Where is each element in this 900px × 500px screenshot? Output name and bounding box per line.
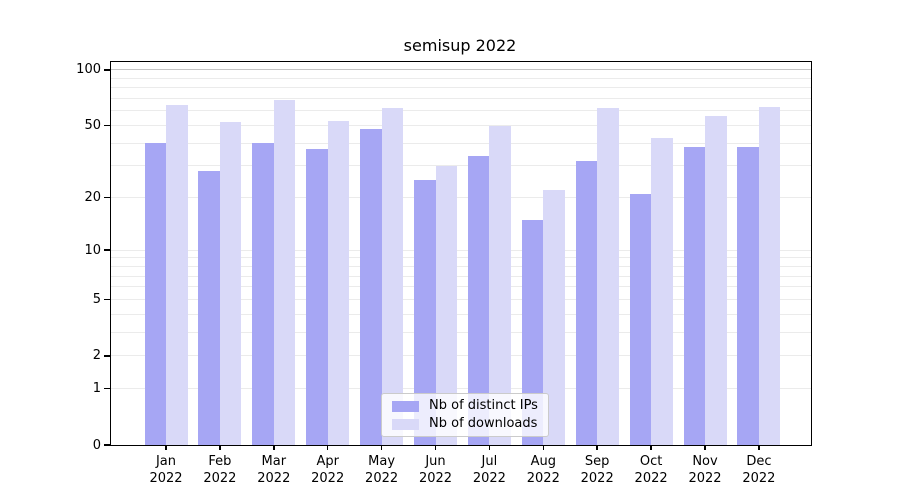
bar-downloads-sep xyxy=(597,108,619,445)
gridline-y-7 xyxy=(111,275,811,277)
bar-downloads-may xyxy=(381,108,404,445)
y-tick-label-5: 5 xyxy=(92,291,101,307)
bar-ips-dec xyxy=(737,147,759,445)
x-tick-label-dec: Dec 2022 xyxy=(742,454,776,486)
y-tick-20 xyxy=(104,196,110,199)
x-tick-label-jan: Jan 2022 xyxy=(149,454,183,486)
bar-ips-oct xyxy=(629,193,652,445)
bar-ips-nov xyxy=(683,147,705,445)
x-tick-apr xyxy=(326,445,329,450)
bar-ips-sep xyxy=(575,160,598,445)
gridline-y-1 xyxy=(111,388,811,390)
bar-downloads-oct xyxy=(651,137,673,445)
gridline-y-100 xyxy=(111,69,811,71)
x-tick-label-mar: Mar 2022 xyxy=(257,454,291,486)
y-tick-10 xyxy=(104,249,110,251)
bar-downloads-nov xyxy=(705,116,727,445)
x-tick-mar xyxy=(273,445,275,450)
gridline-y-90 xyxy=(111,77,811,79)
legend-label-distinct-ips: Nb of distinct IPs xyxy=(429,398,538,413)
legend-swatch-downloads xyxy=(392,418,419,430)
gridline-y-50 xyxy=(111,125,811,126)
legend-row-downloads: Nb of downloads xyxy=(392,417,548,431)
bar-ips-jan xyxy=(144,143,166,445)
x-tick-aug xyxy=(542,445,545,450)
x-tick-label-oct: Oct 2022 xyxy=(634,454,668,486)
x-tick-jun xyxy=(434,445,437,450)
x-tick-label-jul: Jul 2022 xyxy=(472,454,506,486)
x-tick-feb xyxy=(219,445,221,450)
y-tick-label-0: 0 xyxy=(92,437,101,453)
bar-downloads-aug xyxy=(543,190,565,445)
gridline-y-60 xyxy=(111,110,811,112)
x-tick-jan xyxy=(165,445,167,450)
gridline-y-80 xyxy=(111,87,811,89)
bar-ips-mar xyxy=(252,143,274,445)
x-tick-label-may: May 2022 xyxy=(365,454,399,486)
gridline-y-5 xyxy=(111,298,811,300)
x-tick-label-aug: Aug 2022 xyxy=(526,454,560,486)
x-tick-oct xyxy=(650,445,652,450)
bar-downloads-dec xyxy=(758,107,781,445)
legend: Nb of distinct IPs Nb of downloads xyxy=(381,393,549,437)
gridline-y-70 xyxy=(111,98,811,100)
bar-ips-apr xyxy=(306,149,328,445)
y-tick-5 xyxy=(104,298,110,301)
bar-ips-jul xyxy=(467,156,490,445)
x-tick-may xyxy=(380,445,383,450)
gridline-y-8 xyxy=(111,265,811,267)
gridline-y-10 xyxy=(111,249,811,251)
y-tick-label-100: 100 xyxy=(76,62,101,78)
gridline-y-20 xyxy=(111,197,811,199)
gridline-y-4 xyxy=(111,313,811,315)
y-tick-label-1: 1 xyxy=(92,381,101,397)
bar-downloads-jan xyxy=(166,104,188,445)
y-tick-label-50: 50 xyxy=(84,118,101,133)
bar-ips-feb xyxy=(198,171,220,445)
legend-swatch-distinct-ips xyxy=(392,400,419,412)
x-tick-dec xyxy=(758,445,760,450)
gridline-y-9 xyxy=(111,257,811,259)
x-tick-label-sep: Sep 2022 xyxy=(580,454,614,486)
x-tick-label-jun: Jun 2022 xyxy=(418,454,453,486)
y-tick-1 xyxy=(104,387,110,390)
x-tick-nov xyxy=(704,445,706,450)
bar-downloads-jul xyxy=(489,125,511,445)
bar-downloads-jun xyxy=(435,165,457,445)
legend-row-distinct-ips: Nb of distinct IPs xyxy=(392,399,548,413)
gridline-y-30 xyxy=(111,165,811,167)
y-tick-2 xyxy=(104,354,110,357)
y-tick-0 xyxy=(104,444,110,446)
gridline-y-6 xyxy=(111,286,811,288)
legend-label-downloads: Nb of downloads xyxy=(429,416,538,431)
plot-area: Nb of distinct IPs Nb of downloads 100 50… xyxy=(76,61,812,486)
x-tick-label-feb: Feb 2022 xyxy=(203,454,237,486)
gridline-y-2 xyxy=(111,355,811,357)
x-tick-jul xyxy=(488,445,491,450)
y-tick-label-2: 2 xyxy=(92,348,101,364)
x-tick-label-nov: Nov 2022 xyxy=(688,454,722,486)
x-tick-label-apr: Apr 2022 xyxy=(311,454,345,486)
chart-title: semisup 2022 xyxy=(403,36,517,55)
gridline-y-3 xyxy=(111,331,811,333)
y-tick-100 xyxy=(104,69,110,71)
x-tick-sep xyxy=(596,445,598,450)
bar-ips-may xyxy=(360,128,382,445)
gridline-y-40 xyxy=(111,142,811,144)
y-tick-50 xyxy=(104,124,110,127)
bar-ips-aug xyxy=(521,219,544,445)
bar-downloads-apr xyxy=(327,120,350,445)
y-tick-label-10: 10 xyxy=(84,242,101,258)
bar-downloads-mar xyxy=(273,99,296,445)
y-tick-label-20: 20 xyxy=(84,190,101,206)
bar-downloads-feb xyxy=(219,122,242,445)
bar-ips-jun xyxy=(414,180,436,445)
